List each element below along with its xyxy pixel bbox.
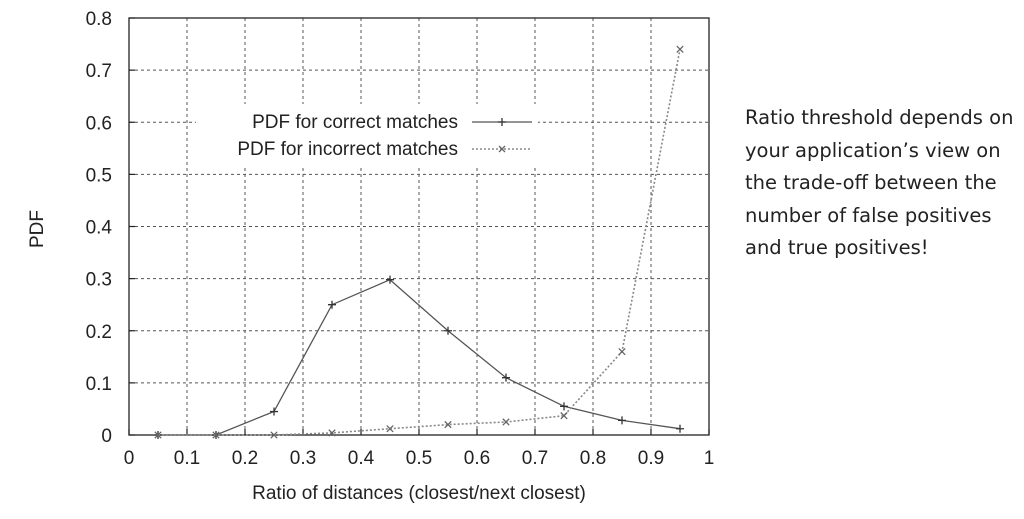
point-incorrect [212,431,220,439]
point-correct [676,424,684,433]
point-incorrect [676,45,684,53]
series-line-correct [158,278,681,436]
point-incorrect [328,429,336,437]
series-line-incorrect [158,49,681,436]
point-incorrect [560,412,568,420]
point-incorrect [618,347,626,356]
y-tick-label: 0.1 [86,374,112,395]
x-tick-label: 0 [124,448,135,469]
point-correct [270,407,278,416]
point-correct [502,373,510,382]
point-incorrect [270,431,278,439]
point-correct [618,416,626,425]
y-tick-label: 0.7 [86,61,112,82]
legend-label-correct: PDF for correct matches [252,112,458,133]
point-incorrect [444,420,452,429]
legend-marker-correct [498,118,506,126]
y-tick-label: 0.6 [86,113,112,134]
x-tick-label: 1 [704,448,715,469]
point-correct [444,326,452,335]
chart-legend: PDF for correct matches PDF for incorrec… [196,104,538,166]
x-tick-label: 0.1 [174,448,200,469]
x-tick-label: 0.8 [580,448,606,469]
chart-series [154,45,684,439]
chart-grid [129,18,709,435]
y-tick-label: 0.2 [86,322,112,343]
point-incorrect [386,425,394,433]
x-tick-label: 0.3 [290,448,316,469]
legend-label-incorrect: PDF for incorrect matches [237,139,458,160]
point-incorrect [154,431,162,439]
legend-marker-incorrect [498,145,506,153]
y-tick-label: 0.8 [86,9,112,30]
y-tick-label: 0.3 [86,270,112,291]
y-tick-label: 0.4 [86,218,113,239]
axis-ticks: 0 0.1 0.2 0.3 0.4 0.5 0.6 0.7 0.8 0.9 1 0 0.1 0.2 0.3 0… [86,9,715,469]
x-tick-label: 0.9 [638,448,664,469]
y-axis-title: PDF [27,210,48,248]
point-incorrect [502,418,510,426]
x-tick-label: 0.6 [464,448,490,469]
x-tick-label: 0.7 [522,448,548,469]
point-correct [328,300,336,309]
legend-background [196,104,538,166]
x-axis-title: Ratio of distances (closest/next closest… [252,483,586,504]
x-tick-label: 0.2 [232,448,258,469]
x-tick-label: 0.4 [348,448,375,469]
point-correct [386,275,394,284]
y-tick-label: 0.5 [86,165,112,186]
y-tick-label: 0 [101,426,112,447]
side-note: Ratio threshold depends on your applicat… [745,106,1014,259]
point-correct [560,402,568,411]
x-tick-label: 0.5 [406,448,432,469]
